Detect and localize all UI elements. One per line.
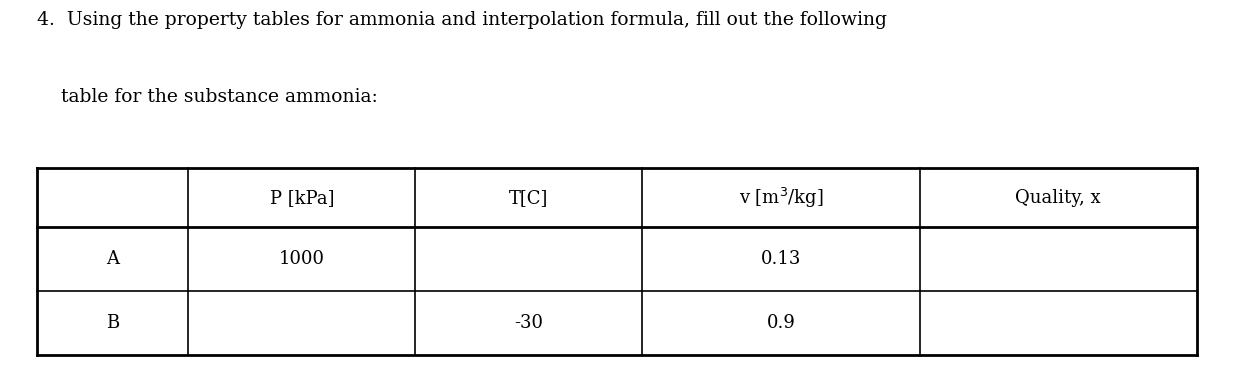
Text: 1000: 1000 [279, 250, 325, 268]
Text: T[C]: T[C] [510, 188, 548, 207]
Text: Quality, x: Quality, x [1016, 188, 1101, 207]
Text: table for the substance ammonia:: table for the substance ammonia: [37, 88, 378, 106]
Text: v [m$^3$/kg]: v [m$^3$/kg] [739, 186, 823, 210]
Text: A: A [106, 250, 120, 268]
Text: P [kPa]: P [kPa] [269, 188, 334, 207]
Text: 0.9: 0.9 [766, 314, 796, 332]
Text: B: B [106, 314, 120, 332]
Bar [37, 168, 1197, 355]
Text: 4.  Using the property tables for ammonia and interpolation formula, fill out th: 4. Using the property tables for ammonia… [37, 11, 887, 29]
Text: 0.13: 0.13 [760, 250, 801, 268]
Text: -30: -30 [515, 314, 543, 332]
